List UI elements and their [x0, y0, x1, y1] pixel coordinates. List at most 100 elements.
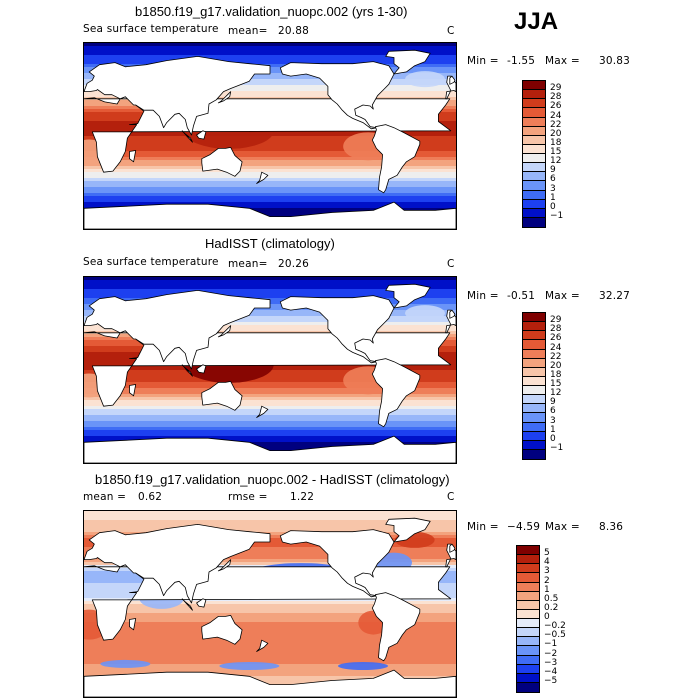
colorbar-tick-label: 15 [550, 147, 562, 157]
colorbar-swatch [523, 422, 545, 432]
colorbar-swatch [523, 135, 545, 145]
land-polygon [279, 61, 395, 130]
field-band [84, 157, 456, 161]
field-band [84, 208, 456, 212]
panel-3-min-label: Min = [467, 521, 499, 533]
panel-2-field: Sea surface temperature [83, 256, 219, 268]
colorbar-tick-label: −0.5 [544, 630, 566, 641]
field-band [84, 679, 456, 683]
field-band [84, 52, 456, 56]
field-band [84, 406, 456, 410]
colorbar-tick-label: 1 [544, 584, 550, 595]
field-band [84, 46, 456, 50]
panel-1-colorbar [522, 80, 546, 228]
field-band [84, 619, 456, 623]
colorbar-swatch [523, 181, 545, 191]
colorbar-tick-label: 15 [550, 379, 562, 389]
field-band [84, 610, 456, 614]
land-polygon [201, 147, 243, 177]
field-band [84, 394, 456, 398]
season-label: JJA [514, 8, 559, 35]
field-band [84, 211, 456, 215]
panel-1-title: b1850.f19_g17.validation_nuopc.002 (yrs … [135, 4, 408, 19]
field-band [84, 169, 456, 173]
colorbar-swatch [517, 564, 539, 574]
colorbar-tick-label: 9 [550, 397, 556, 408]
colorbar-swatch [517, 546, 539, 556]
land-polygon [279, 295, 395, 364]
field-band [84, 628, 456, 632]
land-polygon [84, 435, 456, 463]
field-band [84, 277, 456, 281]
field-band [84, 640, 456, 644]
land-polygon [279, 529, 395, 598]
field-band [84, 670, 456, 674]
land-polygon [196, 130, 207, 140]
land-polygon [256, 639, 269, 652]
colorbar-tick-label: 22 [550, 351, 562, 362]
colorbar-swatch [523, 108, 545, 118]
field-band [84, 541, 456, 545]
colorbar-swatch [523, 90, 545, 100]
colorbar-tick-label: 6 [550, 174, 556, 185]
land-polygon [181, 364, 193, 377]
land-polygon [217, 559, 232, 572]
field-band [84, 328, 456, 332]
panel-2-mean-label: mean= [228, 258, 268, 270]
field-band [84, 91, 456, 95]
field-band [84, 160, 456, 164]
field-anomaly [405, 305, 445, 322]
field-band [84, 427, 456, 431]
colorbar-swatch [523, 440, 545, 450]
field-band [84, 559, 456, 563]
panel-1-max-label: Max = [545, 55, 580, 67]
land-polygon [256, 171, 269, 184]
land-polygon [385, 49, 431, 75]
field-band [84, 283, 456, 287]
colorbar-swatch [523, 99, 545, 109]
panel-2-map [83, 276, 457, 464]
field-anomaly [405, 71, 445, 88]
field-band [84, 178, 456, 182]
field-band [84, 58, 456, 62]
field-band [84, 520, 456, 524]
field-band [84, 175, 456, 179]
field-band [84, 436, 456, 440]
field-anomaly [338, 662, 388, 670]
field-band [84, 322, 456, 326]
colorbar-swatch [523, 331, 545, 341]
field-band [84, 379, 456, 383]
colorbar-swatch [517, 582, 539, 592]
field-band [84, 187, 456, 191]
colorbar-tick-label: 26 [550, 333, 562, 344]
field-band [84, 196, 456, 200]
land-polygon [201, 615, 243, 645]
colorbar-swatch [517, 673, 539, 683]
field-band [84, 280, 456, 284]
land-polygon [84, 289, 271, 370]
land-polygon [217, 325, 232, 338]
colorbar-swatch [517, 573, 539, 583]
colorbar-swatch [523, 367, 545, 377]
field-band [84, 310, 456, 314]
panel-2-max-label: Max = [545, 290, 580, 302]
field-band [84, 550, 456, 554]
land-polygon [84, 201, 456, 229]
land-polygon [371, 124, 421, 194]
field-band [84, 76, 456, 80]
panel-1-units: C [447, 25, 455, 37]
colorbar-tick-label: 28 [550, 92, 562, 103]
land-polygon [129, 150, 137, 163]
field-band [84, 397, 456, 401]
colorbar-tick-label: −0.2 [544, 621, 566, 632]
field-band [84, 319, 456, 323]
field-band [84, 163, 456, 167]
colorbar-tick-label: 3 [550, 415, 556, 426]
field-band [84, 646, 456, 650]
colorbar-tick-label: 1 [550, 192, 556, 203]
field-band [84, 448, 456, 452]
field-band [84, 412, 456, 416]
field-band [84, 85, 456, 89]
colorbar-swatch [523, 431, 545, 441]
colorbar-swatch [523, 126, 545, 136]
